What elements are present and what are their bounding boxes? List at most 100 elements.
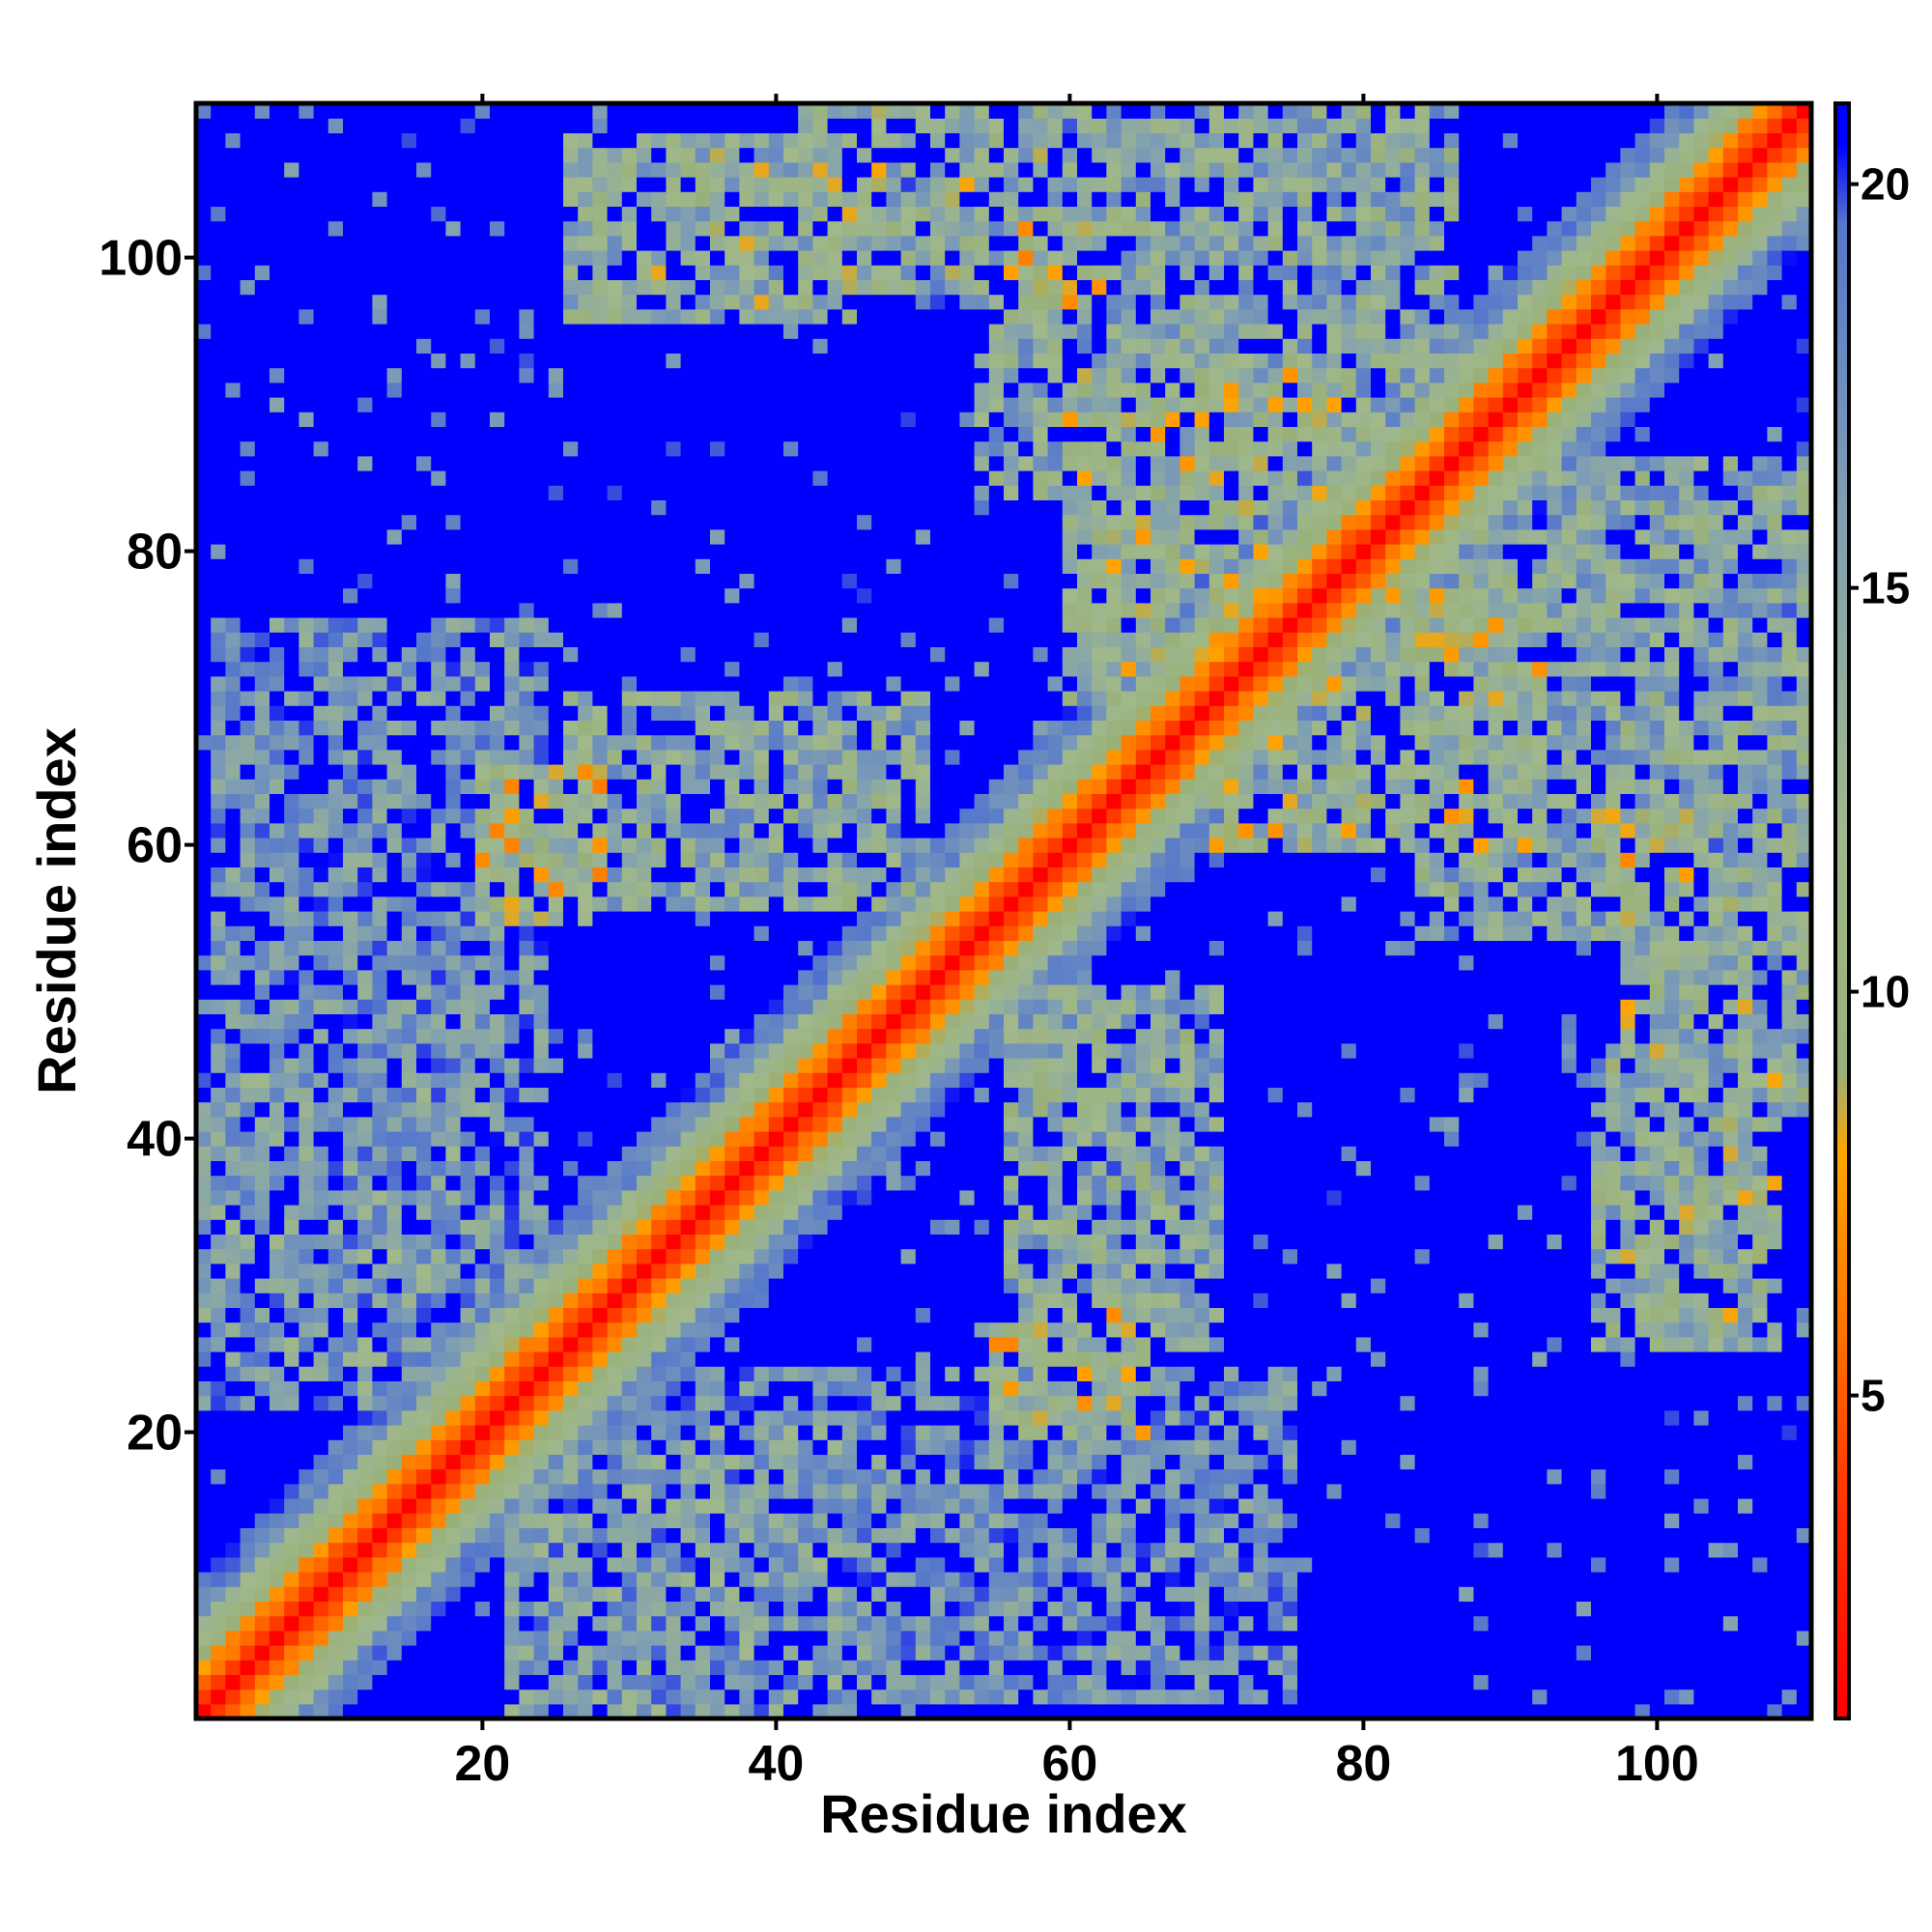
heatmap-cell [270,324,285,339]
heatmap-cell [857,1189,872,1206]
heatmap-cell [724,177,740,192]
heatmap-cell [783,925,799,941]
heatmap-cell [284,954,299,971]
heatmap-cell [724,558,740,574]
heatmap-cell [254,720,270,736]
heatmap-cell [313,147,329,163]
heatmap-cell [841,440,858,457]
heatmap-cell [563,867,579,883]
heatmap-cell [680,675,696,692]
heatmap-cell [313,1234,329,1250]
heatmap-cell [504,911,520,926]
heatmap-cell [254,1146,270,1161]
heatmap-cell [739,587,755,604]
heatmap-cell [372,294,388,310]
heatmap-cell [504,1601,520,1617]
heatmap-cell [401,984,417,1000]
heatmap-cell [416,617,432,633]
heatmap-cell [460,426,476,442]
heatmap-cell [225,265,242,280]
heatmap-cell [284,661,299,677]
heatmap-cell [637,646,652,663]
heatmap-cell [637,1189,652,1206]
heatmap-cell [607,161,623,178]
heatmap-cell [196,1660,212,1675]
heatmap-cell [490,940,505,956]
heatmap-cell [710,954,725,971]
heatmap-cell [490,338,505,354]
heatmap-cell [372,528,388,545]
heatmap-cell [490,1572,505,1587]
heatmap-cell [548,1013,564,1030]
heatmap-cell [519,132,535,149]
heatmap-cell [240,528,256,545]
heatmap-cell [592,1630,609,1646]
heatmap-cell [225,470,242,486]
heatmap-cell [563,1263,579,1279]
heatmap-cell [343,1248,358,1264]
heatmap-cell [695,250,711,266]
heatmap-cell [563,764,579,780]
heatmap-cell [298,1307,315,1323]
heatmap-cell [710,1219,725,1235]
heatmap-cell [313,440,329,457]
heatmap-cell [225,191,242,207]
heatmap-cell [841,793,858,810]
heatmap-cell [753,235,770,251]
heatmap-cell [563,852,579,867]
heatmap-cell [710,1468,725,1485]
heatmap-cell [401,1072,417,1088]
heatmap-cell [753,764,770,780]
heatmap-cell [710,661,725,677]
heatmap-cell [768,1409,784,1426]
heatmap-cell [372,147,388,163]
heatmap-cell [768,999,784,1014]
heatmap-cell [211,308,226,325]
heatmap-cell [827,1219,843,1235]
heatmap-cell [327,544,344,559]
heatmap-cell [548,646,564,663]
heatmap-cell [327,353,344,369]
heatmap-cell [695,161,711,178]
heatmap-cell [739,1013,755,1030]
heatmap-cell [783,1321,799,1338]
heatmap-cell [270,632,285,647]
heatmap-cell [196,911,212,926]
heatmap-cell [240,1556,256,1573]
heatmap-cell [327,1205,344,1220]
heatmap-cell [211,412,226,427]
heatmap-cell [240,1234,256,1250]
heatmap-cell [768,1630,784,1646]
heatmap-cell [504,852,520,867]
heatmap-cell [827,177,843,192]
heatmap-cell [783,1454,799,1470]
heatmap-cell [225,1351,242,1367]
heatmap-cell [225,1703,242,1719]
heatmap-cell [827,911,843,926]
heatmap-cell [827,1630,843,1646]
heatmap-cell [666,250,682,266]
heatmap-cell [783,675,799,692]
heatmap-cell [519,353,535,369]
heatmap-cell [357,661,373,677]
heatmap-cell [372,617,388,633]
heatmap-cell [343,1234,358,1250]
heatmap-cell [211,1513,226,1528]
heatmap-cell [578,1263,593,1279]
heatmap-cell [372,808,388,824]
heatmap-cell [563,103,579,119]
heatmap-cell [343,852,358,867]
heatmap-cell [386,294,403,310]
heatmap-cell [680,969,696,985]
heatmap-cell [841,265,858,280]
heatmap-cell [211,838,226,853]
heatmap-cell [386,118,403,133]
heatmap-cell [841,470,858,486]
heatmap-cell [298,1336,315,1352]
heatmap-cell [592,544,609,559]
heatmap-cell [372,499,388,516]
heatmap-cell [637,617,652,633]
heatmap-cell [445,940,462,956]
heatmap-cell [710,1116,725,1132]
heatmap-cell [196,954,212,971]
